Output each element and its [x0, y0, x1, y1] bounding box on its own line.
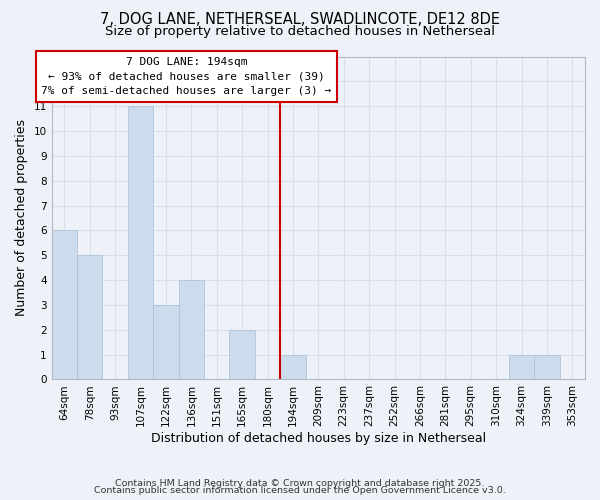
Text: 7 DOG LANE: 194sqm
← 93% of detached houses are smaller (39)
7% of semi-detached: 7 DOG LANE: 194sqm ← 93% of detached hou… [41, 56, 331, 96]
Text: 7, DOG LANE, NETHERSEAL, SWADLINCOTE, DE12 8DE: 7, DOG LANE, NETHERSEAL, SWADLINCOTE, DE… [100, 12, 500, 28]
Bar [153, 305, 179, 380]
X-axis label: Distribution of detached houses by size in Netherseal: Distribution of detached houses by size … [151, 432, 486, 445]
Bar [77, 255, 103, 380]
Text: Contains public sector information licensed under the Open Government Licence v3: Contains public sector information licen… [94, 486, 506, 495]
Bar [179, 280, 204, 380]
Text: Size of property relative to detached houses in Netherseal: Size of property relative to detached ho… [105, 25, 495, 38]
Text: Contains HM Land Registry data © Crown copyright and database right 2025.: Contains HM Land Registry data © Crown c… [115, 478, 485, 488]
Bar [509, 354, 534, 380]
Bar [534, 354, 560, 380]
Y-axis label: Number of detached properties: Number of detached properties [15, 120, 28, 316]
Bar [280, 354, 305, 380]
Bar [52, 230, 77, 380]
Bar [229, 330, 255, 380]
Bar [128, 106, 153, 380]
